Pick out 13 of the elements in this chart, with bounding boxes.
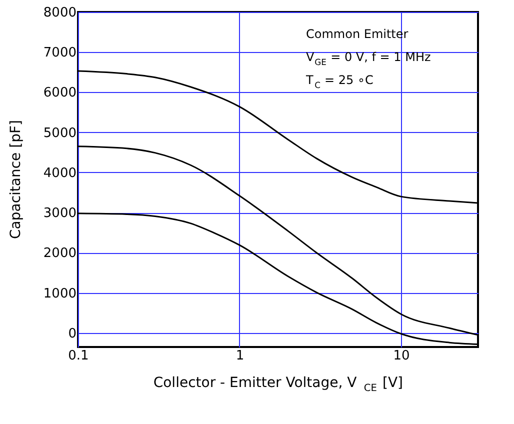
y-tick-label: 8000 (43, 6, 76, 20)
y-tick-label: 0 (68, 326, 76, 342)
y-tick-label: 3000 (43, 206, 76, 222)
y-tick-label: 2000 (43, 246, 76, 262)
x-tick-label: 10 (393, 348, 410, 364)
x-tick-label: 1 (236, 348, 244, 364)
x-tick-label: 0.1 (68, 348, 89, 364)
y-tick-label: 1000 (43, 286, 76, 302)
y-axis-title: Capacitance [pF] (8, 120, 24, 239)
y-tick-label: 4000 (43, 166, 76, 181)
y-tick-label: 6000 (43, 86, 76, 101)
y-tick-label: 5000 (43, 126, 76, 141)
y-tick-label: 7000 (43, 46, 76, 61)
